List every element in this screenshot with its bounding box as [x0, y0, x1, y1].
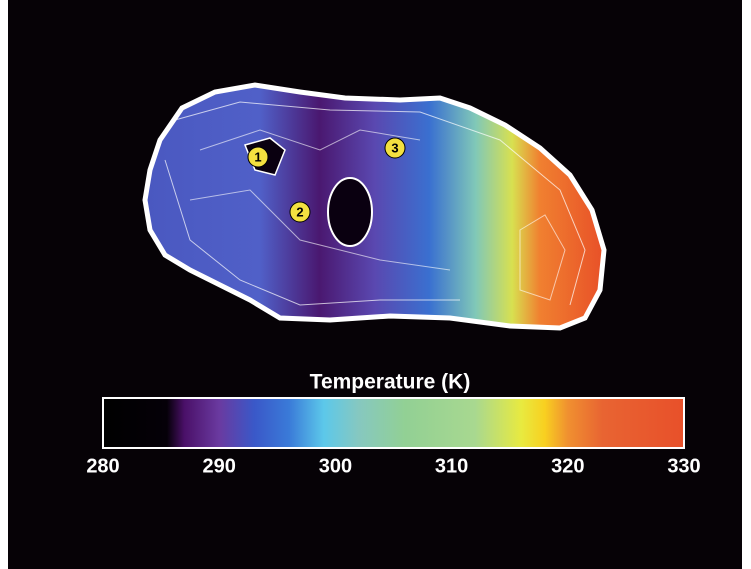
tick-label: 300 [319, 455, 352, 477]
tick-label: 280 [86, 455, 119, 477]
crater [328, 178, 372, 246]
marker-label: 2 [296, 204, 303, 219]
marker-label: 3 [391, 140, 398, 155]
tick-label: 310 [435, 455, 468, 477]
figure: 1 2 3 Temperature (K) 280 290 300 310 320 330 [0, 0, 751, 569]
colorbar-title: Temperature (K) [310, 371, 471, 394]
tick-label: 320 [551, 455, 584, 477]
marker-label: 1 [254, 149, 261, 164]
page: {"chart_data": { "type": "heatmap", "col… [0, 0, 751, 569]
colorbar [103, 398, 684, 448]
tick-label: 330 [667, 455, 700, 477]
tick-label: 290 [203, 455, 236, 477]
